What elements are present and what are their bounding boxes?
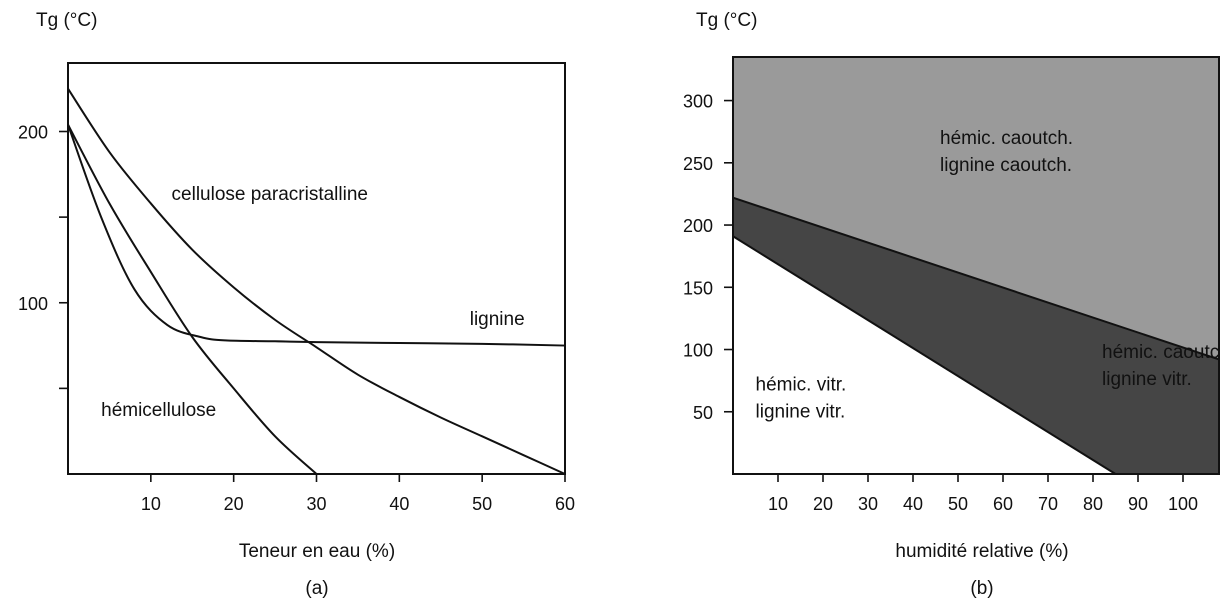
chart-a-xticks: 10 20 30 40 50 60 [141,474,575,514]
series-line-hemicellulose [67,124,318,475]
chart-b-ytick-label: 50 [693,403,713,423]
chart-b-xtick-label: 30 [858,494,878,514]
annotation-lignine: lignine [470,309,525,330]
chart-b-frame [732,56,1220,475]
chart-a-annotations: cellulose paracristalline lignine hémicell… [101,184,525,421]
chart-b-ytick-label: 150 [683,278,713,298]
chart-a-series [67,88,566,475]
chart-b-xtick-label: 90 [1128,494,1148,514]
boundary-line-upper [732,196,1220,361]
chart-a-xtick-label: 10 [141,494,161,514]
chart-a-ytick-label: 200 [18,123,48,143]
chart-a-yticks: 100 200 [18,123,68,390]
chart-a-xlabel: Teneur en eau (%) [239,541,395,562]
chart-b-ylabel: Tg (°C) [696,10,757,31]
chart-b-ytick-label: 300 [683,92,713,112]
chart-b-xtick-label: 40 [903,494,923,514]
chart-a-ytick-label: 100 [18,294,48,314]
annotation-cellulose-paracristalline: cellulose paracristalline [172,184,368,205]
chart-b-xtick-label: 100 [1168,494,1198,514]
chart-a-xtick-label: 40 [389,494,409,514]
chart-b-xtick-label: 80 [1083,494,1103,514]
chart-b: Tg (°C) 50 100 150 200 250 300 10 20 30 40 50 60 70… [683,10,1220,599]
chart-b-xticks: 10 20 30 40 50 60 70 80 90 100 [768,474,1198,514]
chart-a-xtick-label: 30 [306,494,326,514]
chart-b-ytick-label: 100 [683,341,713,361]
chart-b-yticks: 50 100 150 200 250 300 [683,92,733,423]
region-label-lignine-vitr: lignine vitr. [1102,369,1192,390]
chart-b-xtick-label: 20 [813,494,833,514]
chart-b-ytick-label: 200 [683,216,713,236]
chart-a-xtick-label: 20 [224,494,244,514]
chart-a-xtick-label: 50 [472,494,492,514]
annotation-hemicellulose: hémicellulose [101,400,216,421]
series-line-lignine [67,124,566,347]
series-line-cellulose-paracristalline [67,88,566,475]
region-rubbery-rubbery [733,57,1219,360]
chart-b-xtick-label: 50 [948,494,968,514]
chart-b-region-labels: hémic. caoutch. lignine caoutch. hémic. ca… [756,128,1220,422]
region-rubbery-glassy [733,197,1219,474]
chart-b-xtick-label: 70 [1038,494,1058,514]
chart-b-boundaries [732,196,1220,475]
chart-b-xtick-label: 60 [993,494,1013,514]
chart-a-xtick-label: 60 [555,494,575,514]
region-label-hemic-caoutch: hémic. caoutch. [940,128,1073,149]
chart-a-panel-label: (a) [305,578,328,599]
region-label-lignine-vitr: lignine vitr. [756,402,846,423]
chart-b-panel-label: (b) [970,578,993,599]
chart-a-ylabel: Tg (°C) [36,10,97,31]
chart-b-xlabel: humidité relative (%) [895,541,1068,562]
chart-a: Tg (°C) 100 200 10 20 30 40 50 60 cellulose pa… [18,10,575,599]
region-label-lignine-caoutch: lignine caoutch. [940,155,1072,176]
boundary-line-lower [732,235,1117,475]
chart-b-xtick-label: 10 [768,494,788,514]
region-label-hemic-vitr: hémic. vitr. [756,375,847,396]
chart-b-ytick-label: 250 [683,154,713,174]
region-label-hemic-caoutch: hémic. caoutch. [1102,342,1220,363]
